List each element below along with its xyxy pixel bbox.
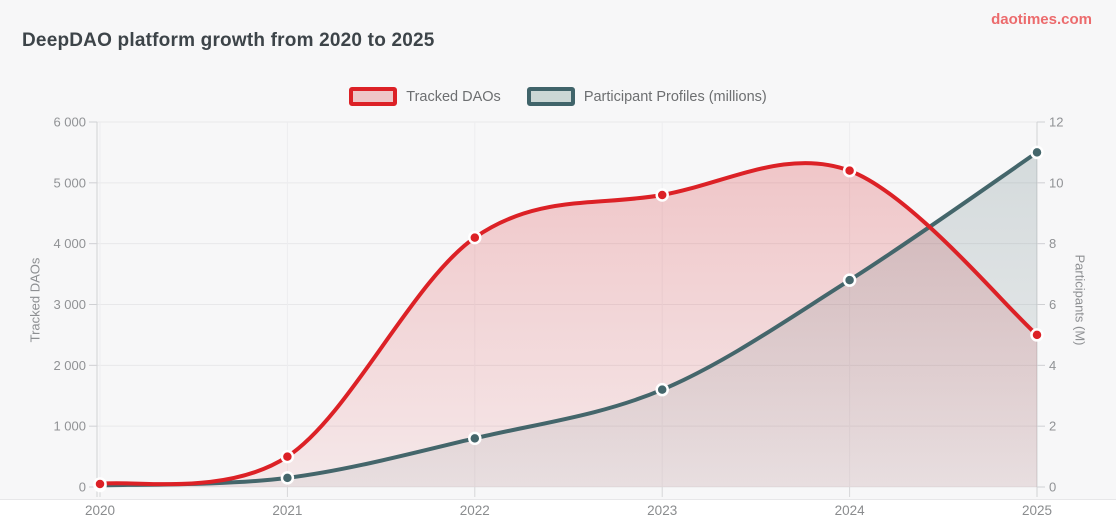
svg-text:3 000: 3 000 — [53, 297, 86, 312]
svg-text:12: 12 — [1049, 115, 1063, 130]
legend-item-participant-profiles[interactable]: Participant Profiles (millions) — [526, 87, 767, 106]
svg-text:2022: 2022 — [460, 503, 490, 518]
watermark-daotimes: daotimes.com — [991, 11, 1092, 28]
svg-text:2 000: 2 000 — [53, 358, 86, 373]
svg-text:0: 0 — [79, 480, 86, 495]
svg-text:4: 4 — [1049, 358, 1056, 373]
page-title: DeepDAO platform growth from 2020 to 202… — [22, 30, 435, 51]
legend-swatch-icon — [349, 87, 398, 106]
svg-text:2021: 2021 — [272, 503, 302, 518]
legend-swatch-icon — [526, 87, 575, 106]
legend-item-tracked-daos[interactable]: Tracked DAOs — [349, 87, 501, 106]
svg-text:8: 8 — [1049, 236, 1056, 251]
legend-label: Participant Profiles (millions) — [583, 88, 767, 105]
svg-text:10: 10 — [1049, 175, 1063, 190]
svg-text:2025: 2025 — [1022, 503, 1052, 518]
svg-text:6: 6 — [1049, 297, 1056, 312]
svg-text:2: 2 — [1049, 419, 1056, 434]
svg-text:0: 0 — [1049, 480, 1056, 495]
svg-text:2023: 2023 — [647, 503, 677, 518]
svg-text:1 000: 1 000 — [53, 419, 86, 434]
svg-text:6 000: 6 000 — [53, 115, 86, 130]
svg-text:5 000: 5 000 — [53, 175, 86, 190]
legend-label: Tracked DAOs — [406, 88, 501, 105]
svg-text:2024: 2024 — [835, 503, 866, 518]
svg-text:2020: 2020 — [85, 503, 115, 518]
svg-text:4 000: 4 000 — [53, 236, 86, 251]
chart-legend: Tracked DAOs Participant Profiles (milli… — [0, 87, 1116, 106]
